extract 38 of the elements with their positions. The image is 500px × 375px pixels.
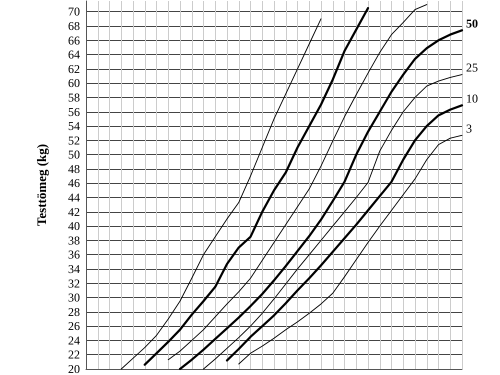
y-tick-label: 52 — [68, 133, 80, 148]
y-tick-label: 62 — [68, 62, 80, 76]
y-tick-label: 66 — [68, 33, 80, 48]
line-series — [168, 4, 428, 360]
y-tick-label: 54 — [68, 119, 80, 134]
y-tick-label: 28 — [68, 304, 80, 319]
y-tick-label: 38 — [68, 233, 80, 248]
y-tick-label: 24 — [68, 333, 80, 348]
y-axis-title: Testtömeg (kg) — [34, 144, 49, 226]
y-tick-label: 40 — [68, 219, 80, 234]
line-series — [178, 29, 464, 370]
series-label: 3 — [466, 121, 472, 136]
y-tick-label: 64 — [68, 48, 80, 62]
y-tick-label: 26 — [68, 319, 80, 334]
series-label: 25 — [466, 60, 478, 75]
y-tick-label: 32 — [68, 276, 80, 290]
y-tick-label: 30 — [68, 290, 80, 305]
y-tick-label: 46 — [68, 176, 80, 190]
y-tick-label: 48 — [68, 162, 80, 176]
y-tick-label: 44 — [68, 190, 80, 205]
line-series — [238, 134, 462, 364]
y-tick-label: 58 — [68, 90, 80, 104]
y-tick-label: 42 — [68, 204, 80, 219]
y-tick-label: 22 — [68, 348, 80, 362]
y-tick-label: 50 — [68, 148, 80, 162]
y-tick-label: 70 — [68, 4, 80, 19]
line-series — [203, 74, 462, 370]
series-label: 50 — [466, 16, 478, 30]
y-tick-label: 20 — [68, 362, 80, 375]
line-series — [226, 104, 464, 362]
y-tick-label: 60 — [68, 76, 80, 90]
y-tick-label: 56 — [68, 104, 80, 119]
y-tick-label: 68 — [68, 19, 80, 34]
y-tick-label: 34 — [68, 262, 80, 276]
y-tick-label: 36 — [68, 248, 80, 262]
series-label: 10 — [466, 91, 478, 106]
line-series — [120, 18, 322, 370]
line-series — [144, 7, 370, 366]
